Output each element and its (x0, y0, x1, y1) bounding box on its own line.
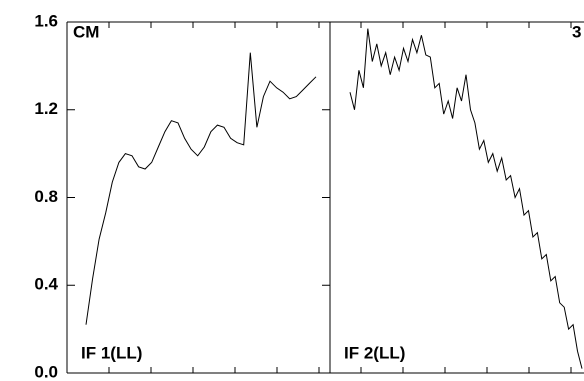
y-tick-label: 1.6 (34, 11, 58, 30)
data-line (349, 28, 583, 369)
y-tick-label: 0.0 (34, 362, 58, 381)
y-tick-label: 1.2 (34, 99, 58, 118)
y-tick-label: 0.8 (34, 187, 58, 206)
annotation: 3 (572, 22, 581, 41)
data-line (85, 52, 317, 325)
panel-label: IF 1(LL) (81, 343, 142, 362)
panel-label: IF 2(LL) (344, 343, 405, 362)
y-tick-label: 0.4 (34, 275, 58, 294)
annotation: CM (73, 22, 99, 41)
